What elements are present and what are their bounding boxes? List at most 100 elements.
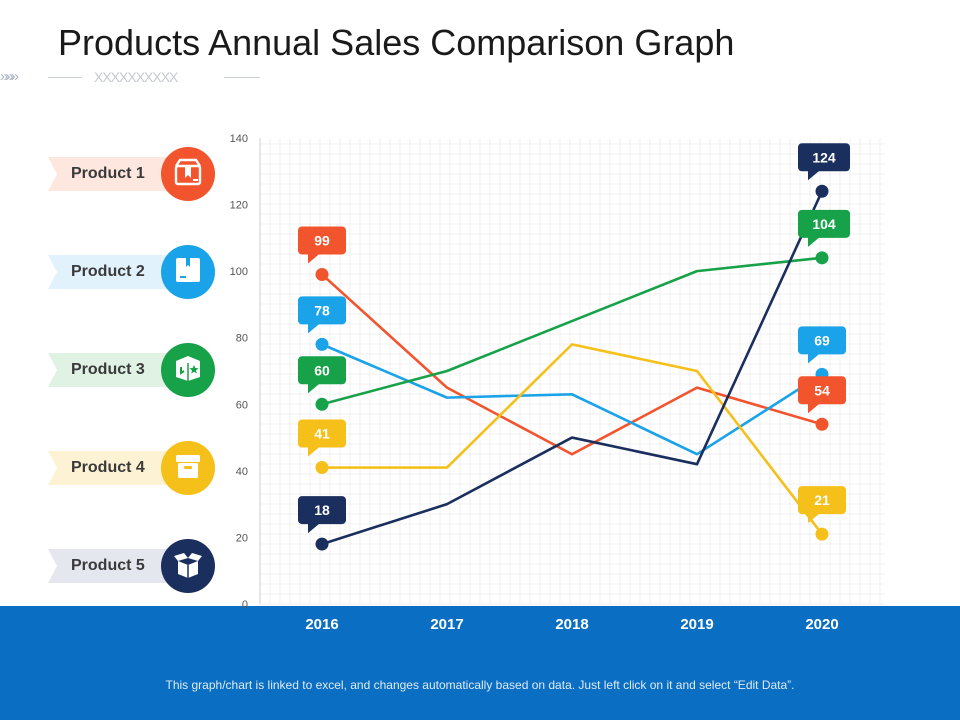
data-label-callout: 60 [298,356,346,394]
y-tick-label: 120 [230,200,248,212]
legend-label: Product 2 [71,263,145,280]
data-label: 60 [314,362,330,378]
callout-pointer [308,253,320,264]
chevrons-decoration: »»» [0,68,19,85]
legend-label: Product 5 [71,557,145,574]
data-point [815,251,829,265]
data-point [315,337,329,351]
callout-pointer [308,446,320,457]
callout-box [798,326,846,355]
callout-pointer [808,236,820,247]
chart-points [315,184,829,551]
callout-box [298,226,346,255]
callout-box [798,376,846,405]
data-point [815,417,829,431]
data-point [315,537,329,551]
data-label: 54 [814,382,830,398]
y-tick-label: 100 [230,266,248,278]
data-label: 78 [314,302,330,318]
box-star-icon [173,353,203,388]
series-line-2 [321,343,823,456]
legend-item-product-1: Product 1 [48,147,216,201]
data-point [315,267,329,281]
x-tick-label: 2016 [305,616,338,633]
legend-item-product-2: Product 2 [48,245,216,299]
legend-item-product-3: Product 3 [48,343,216,397]
callout-pointer [808,513,820,524]
legend-badge [161,441,215,495]
callout-pointer [308,383,320,394]
data-label: 69 [814,332,830,348]
legend-item-product-4: Product 4 [48,441,216,495]
callout-box [798,486,846,515]
data-point [315,397,329,411]
data-label-callout: 78 [298,296,346,334]
placeholder-marks: XXXXXXXXXX [94,69,178,85]
chart-series [321,190,824,546]
box-label-icon [173,255,203,290]
legend-badge [161,147,215,201]
chart-axes: 0 20 40 60 80 100 120 140 2016 2017 2018 2019 2020 [230,133,839,633]
footer-band [0,606,960,720]
legend-item-product-5: Product 5 [48,539,216,593]
data-point [815,527,829,541]
x-tick-label: 2018 [555,616,588,633]
y-tick-label: 60 [236,399,248,411]
callout-pointer [308,523,320,534]
legend-badge [161,539,215,593]
data-label-callout: 99 [298,226,346,264]
callout-box [298,496,346,525]
legend-label: Product 3 [71,361,145,378]
callout-pointer [808,403,820,414]
data-label-callout: 69 [798,326,846,364]
data-label: 21 [814,492,830,508]
series-line-1 [321,273,823,456]
data-point [815,184,829,198]
x-tick-label: 2017 [430,616,463,633]
callout-pointer [308,323,320,334]
legend-badge [161,245,215,299]
legend-badge [161,343,215,397]
box-ribbon-icon [173,157,203,192]
data-label-callout: 18 [298,496,346,534]
data-label: 124 [812,149,836,165]
callout-box [798,143,850,172]
data-label: 18 [314,502,330,518]
callout-box [798,209,850,238]
y-tick-label: 0 [242,599,248,611]
crate-icon [173,451,203,486]
data-label-callout: 104 [798,209,850,247]
series-line-5 [321,190,824,546]
data-point [315,461,329,475]
data-label: 41 [314,426,330,442]
footer-note: This graph/chart is linked to excel, and… [165,678,795,692]
page-title: Products Annual Sales Comparison Graph [58,22,735,63]
x-tick-label: 2019 [680,616,713,633]
callout-box [298,419,346,448]
data-label: 104 [812,216,836,232]
title-decoration: »»» XXXXXXXXXX [0,68,270,90]
callout-box [298,356,346,385]
callout-pointer [808,170,820,181]
series-line-4 [322,343,824,535]
y-tick-label: 20 [236,532,248,544]
y-tick-label: 140 [230,133,248,145]
divider-line [224,77,260,78]
callout-box [298,296,346,325]
y-tick-label: 80 [236,333,248,345]
legend-label: Product 4 [71,459,145,476]
data-label-callout: 124 [798,143,850,181]
open-box-icon [173,549,203,584]
legend-label: Product 1 [71,165,145,182]
chart-data-labels: 99 78 60 41 18 124 104 69 54 21 [298,143,850,534]
y-tick-label: 40 [236,466,248,478]
data-label-callout: 41 [298,419,346,457]
data-label: 99 [314,232,330,248]
divider-line [48,77,82,78]
series-line-3 [321,256,823,406]
x-tick-label: 2020 [805,616,838,633]
data-label-callout: 54 [798,376,846,414]
callout-pointer [808,353,820,364]
data-label-callout: 21 [798,486,846,524]
